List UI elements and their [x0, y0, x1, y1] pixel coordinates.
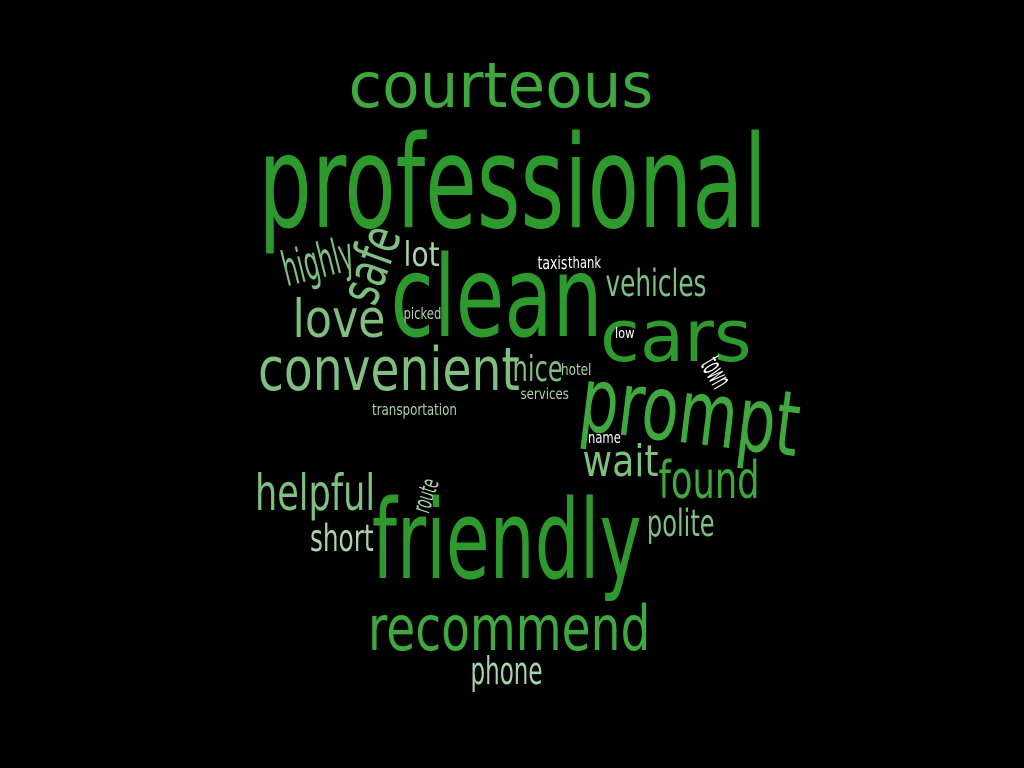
word-low: low	[614, 326, 635, 342]
word-phone: phone	[470, 649, 543, 693]
word-found: found	[658, 451, 760, 511]
word-taxis: taxis	[536, 253, 567, 274]
word-vehicles: vehicles	[604, 262, 706, 305]
word-hotel: hotel	[561, 360, 592, 379]
word-thank: thank	[568, 253, 602, 272]
word-polite: polite	[646, 502, 715, 545]
word-convenient: convenient	[257, 335, 520, 405]
word-courteous: courteous	[348, 49, 653, 122]
word-picked: picked	[402, 304, 441, 323]
word-transportation: transportation	[371, 400, 457, 419]
word-friendly: friendly	[371, 476, 642, 604]
word-lot: lot	[403, 235, 440, 275]
word-short: short	[309, 517, 374, 560]
word-services: services	[520, 385, 569, 403]
word-cars: cars	[600, 294, 752, 378]
word-wait: wait	[582, 436, 659, 487]
word-recommend: recommend	[368, 592, 651, 665]
word-love: love	[291, 289, 385, 350]
word-clean: clean	[390, 233, 603, 363]
word-helpful: helpful	[255, 464, 376, 522]
word-professional: professional	[258, 109, 767, 258]
word-name: name	[587, 428, 621, 447]
word-nice: nice	[512, 349, 563, 390]
